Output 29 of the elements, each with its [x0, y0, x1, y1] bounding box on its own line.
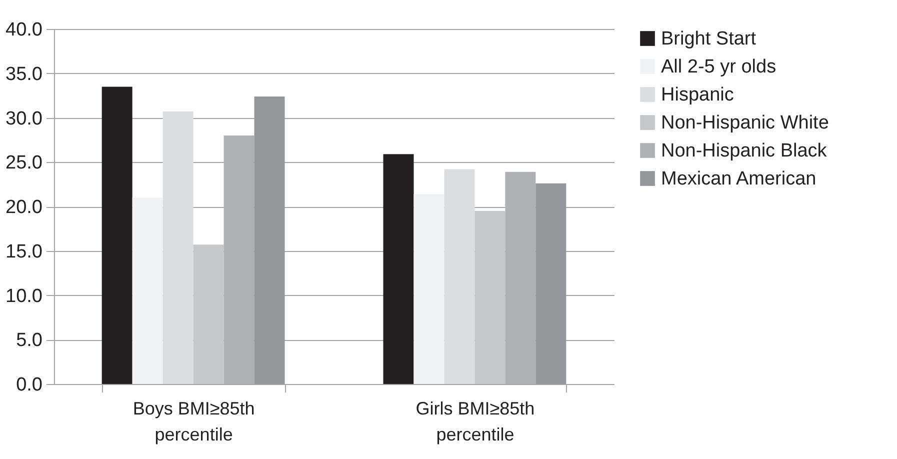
x-tick-label: Boys BMI≥85th percentile	[132, 398, 255, 444]
y-tick-label: 40.0	[6, 20, 42, 40]
bar	[254, 96, 285, 384]
bar	[414, 194, 444, 384]
bar	[444, 169, 475, 384]
legend-label: Non-Hispanic Black	[661, 140, 828, 162]
legend-label: Mexican American	[661, 168, 816, 190]
legend-label: Non-Hispanic White	[661, 112, 829, 134]
bar	[536, 183, 566, 384]
y-tick-label: 30.0	[6, 108, 42, 130]
legend-label: Hispanic	[661, 84, 734, 106]
x-tick-label: Girls BMI≥85th percentile	[416, 398, 535, 444]
y-tick-label: 0.0	[16, 374, 42, 396]
y-tick-label: 10.0	[6, 286, 42, 307]
y-tick-label: 35.0	[6, 64, 42, 85]
legend-label: All 2-5 yr olds	[661, 56, 776, 78]
bar	[102, 86, 132, 384]
bar	[224, 136, 254, 384]
bar	[383, 154, 414, 384]
bar	[474, 210, 506, 384]
bar	[132, 198, 163, 384]
legend-label: Bright Start	[661, 28, 757, 50]
bar	[162, 112, 194, 384]
bar	[193, 244, 224, 384]
y-tick-label: 20.0	[6, 197, 42, 218]
y-tick-label: 25.0	[6, 152, 42, 174]
y-tick-label: 15.0	[6, 241, 42, 262]
y-tick-label: 5.0	[16, 330, 42, 352]
bar	[505, 172, 536, 384]
